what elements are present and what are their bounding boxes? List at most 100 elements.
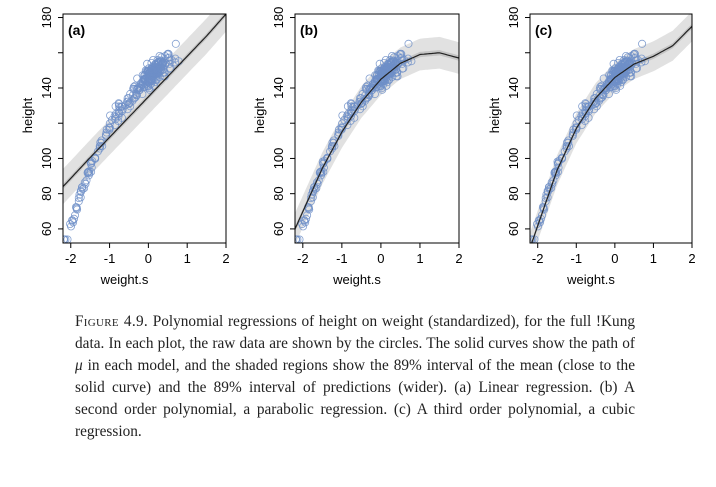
data-point	[397, 49, 406, 58]
data-point	[93, 147, 102, 156]
y-axis-title: height	[487, 97, 502, 133]
data-point	[547, 184, 556, 193]
data-point	[607, 75, 616, 84]
data-point	[563, 138, 572, 147]
x-tick-label: 0	[377, 251, 384, 266]
data-point	[534, 222, 543, 231]
y-tick-label: 140	[271, 77, 286, 99]
data-point	[310, 183, 319, 192]
data-point	[632, 56, 641, 65]
data-point	[631, 49, 640, 58]
data-point	[140, 76, 149, 85]
data-point	[557, 153, 566, 162]
data-point	[111, 102, 120, 111]
data-point	[530, 235, 537, 243]
data-point	[300, 216, 309, 225]
x-tick-label: 1	[650, 251, 657, 266]
y-tick-label: 180	[271, 7, 286, 29]
chart-panel-b: (b) -2 -1 0 1 2 60 80 100 140 180 weight.s height	[252, 7, 463, 287]
plot-frame	[294, 13, 460, 244]
data-point	[125, 99, 134, 108]
data-point	[403, 58, 412, 67]
x-axis-title: weight.s	[566, 272, 615, 287]
y-tick-label: 100	[39, 148, 54, 170]
x-tick-label: -2	[532, 251, 544, 266]
data-point	[380, 77, 389, 86]
figure-panels: (a)-2 -1 0 1 26080100140180weight.sheight(b)…	[20, 7, 696, 287]
data-point	[578, 102, 587, 111]
y-tick-label: 180	[506, 7, 521, 29]
data-point	[300, 216, 309, 225]
data-point	[607, 76, 616, 85]
data-point	[592, 102, 601, 111]
data-point	[129, 82, 138, 91]
figure-label: Figure 4.9.	[75, 313, 149, 330]
data-point	[362, 94, 371, 103]
data-point	[131, 93, 140, 102]
data-point	[388, 52, 397, 61]
x-tick-label: -1	[104, 251, 116, 266]
x-axis-title: weight.s	[332, 272, 381, 287]
data-point	[568, 130, 577, 139]
data-point	[571, 123, 580, 132]
data-point	[404, 39, 413, 48]
data-point	[603, 82, 612, 91]
x-tick-label: 2	[455, 251, 462, 266]
data-point	[136, 82, 145, 91]
data-point	[632, 64, 641, 73]
data-point	[141, 75, 150, 84]
data-point	[622, 72, 631, 81]
data-point	[148, 66, 157, 75]
x-tick-label: -2	[297, 251, 309, 266]
x-tick-label: 1	[184, 251, 191, 266]
data-point	[295, 235, 304, 243]
y-axis-title: height	[20, 97, 35, 133]
x-axis-title: weight.s	[100, 272, 149, 287]
y-tick-label: 140	[39, 77, 54, 99]
data-point	[111, 113, 120, 122]
plot-frame	[529, 13, 693, 244]
y-tick-label: 100	[271, 148, 286, 170]
caption-text-1: Polynomial regressions of height on weig…	[75, 313, 635, 352]
data-point	[80, 184, 89, 193]
x-tick-label: 1	[416, 251, 423, 266]
prediction-interval-band	[63, 14, 226, 205]
panel-label: (c)	[535, 22, 552, 38]
data-point	[564, 136, 573, 145]
data-point	[91, 153, 100, 162]
y-tick-label: 80	[506, 186, 521, 200]
data-point	[165, 64, 174, 73]
data-point	[171, 39, 180, 48]
figure-caption: Figure 4.9. Polynomial regressions of he…	[75, 311, 635, 443]
data-point	[407, 57, 416, 66]
data-point	[70, 214, 79, 223]
data-point	[171, 58, 180, 67]
data-point	[362, 85, 371, 94]
data-point	[164, 49, 173, 58]
data-point	[541, 197, 550, 206]
data-point	[312, 184, 321, 193]
data-point	[155, 72, 164, 81]
data-point	[552, 169, 561, 178]
data-point	[569, 125, 578, 134]
data-point	[126, 102, 135, 111]
data-point	[71, 211, 80, 220]
prediction-interval-band	[530, 14, 692, 243]
data-point	[159, 65, 168, 74]
data-point	[343, 102, 352, 111]
chart-panel-c: (c) -2 -1 0 1 2 60 80 100 140 180 weight.s height	[487, 7, 696, 287]
data-point	[73, 205, 82, 214]
mu-curve	[531, 25, 692, 243]
data-point	[303, 211, 312, 220]
data-point	[305, 205, 314, 214]
data-point	[302, 214, 311, 223]
data-point	[101, 130, 110, 139]
data-point	[578, 113, 587, 122]
data-point	[76, 193, 85, 202]
panel-data-region	[295, 36, 459, 243]
data-point	[388, 72, 397, 81]
data-point	[584, 107, 593, 116]
data-point	[114, 112, 123, 121]
panel-data-region	[530, 14, 692, 243]
data-point	[362, 82, 371, 91]
